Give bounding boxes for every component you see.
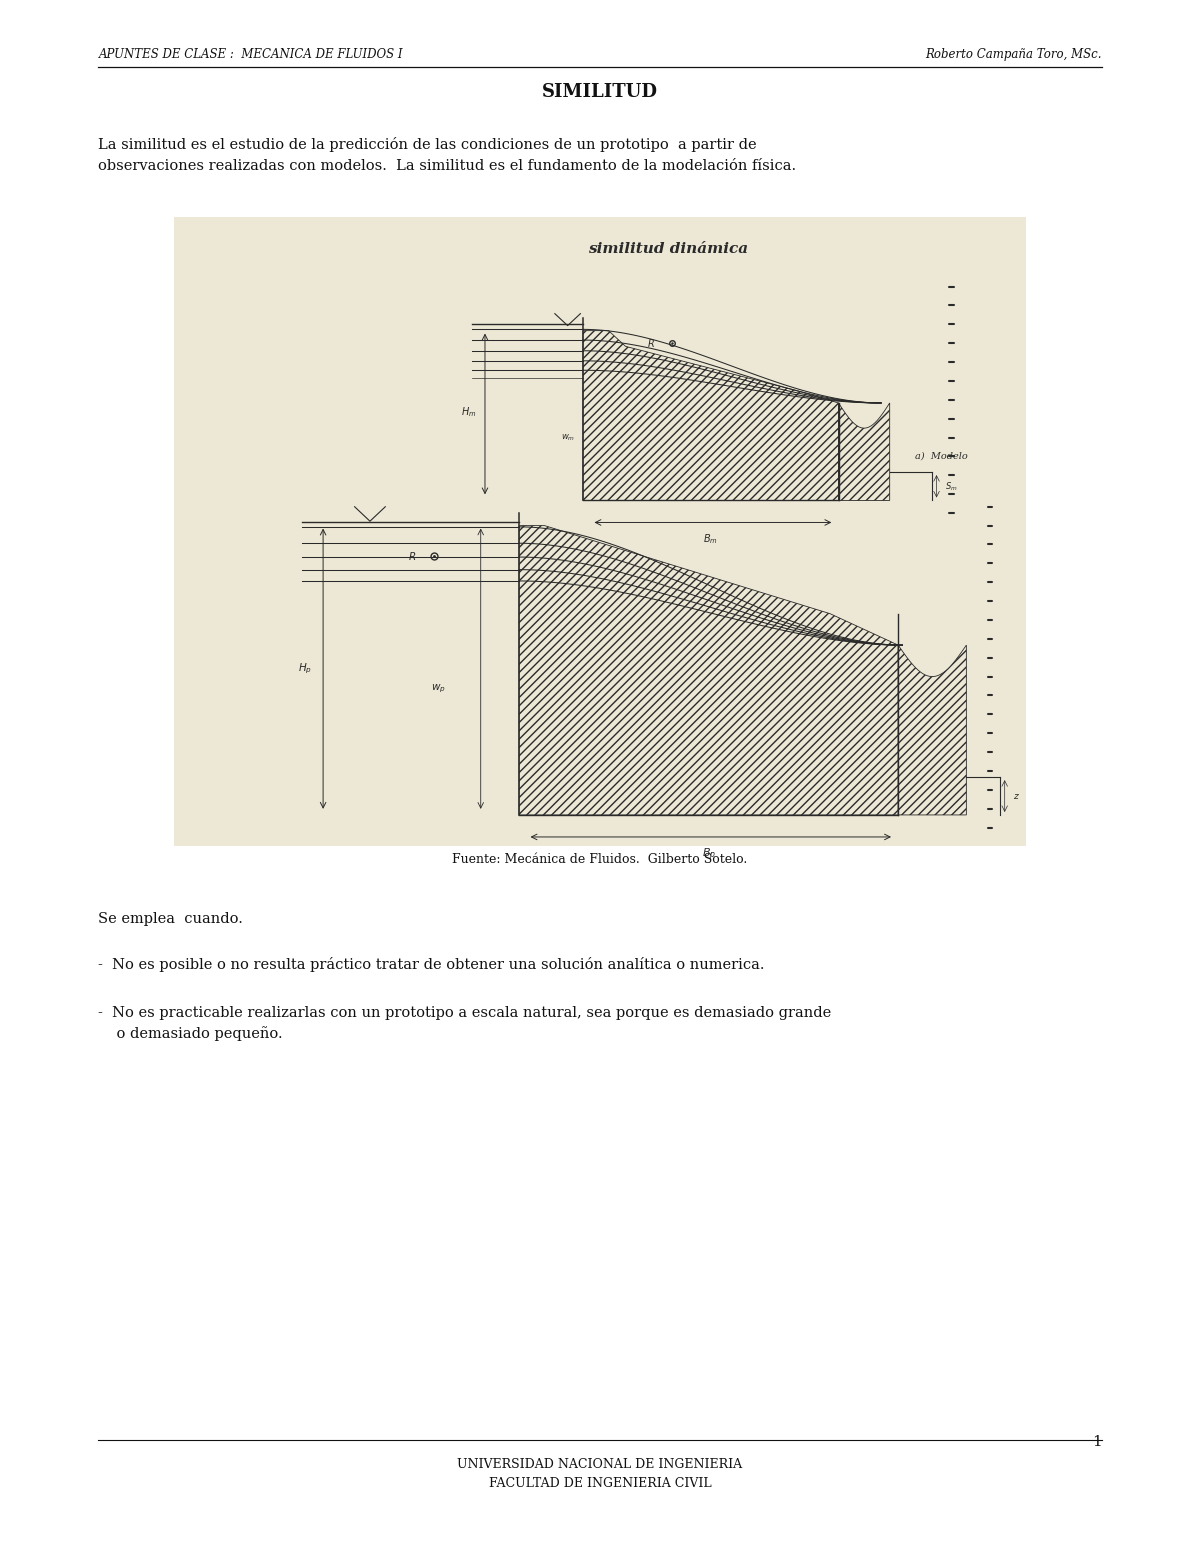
Text: Se emplea  cuando.: Se emplea cuando. xyxy=(98,912,244,926)
Bar xyxy=(174,217,1026,846)
Text: SIMILITUD: SIMILITUD xyxy=(542,82,658,101)
Text: $z$: $z$ xyxy=(1013,792,1020,800)
Text: APUNTES DE CLASE :  MECANICA DE FLUIDOS I: APUNTES DE CLASE : MECANICA DE FLUIDOS I xyxy=(98,48,403,61)
Text: Fuente: Mecánica de Fluidos.  Gilberto Sotelo.: Fuente: Mecánica de Fluidos. Gilberto So… xyxy=(452,853,748,865)
Text: UNIVERSIDAD NACIONAL DE INGENIERIA: UNIVERSIDAD NACIONAL DE INGENIERIA xyxy=(457,1458,743,1471)
Text: $w_p$: $w_p$ xyxy=(431,683,445,696)
Text: a)  Modelo: a) Modelo xyxy=(916,452,968,461)
Text: $H_p$: $H_p$ xyxy=(298,662,312,676)
Text: similitud dinámica: similitud dinámica xyxy=(588,242,749,256)
Text: $w_m$: $w_m$ xyxy=(560,432,575,443)
Text: La similitud es el estudio de la predicción de las condiciones de un prototipo  : La similitud es el estudio de la predicc… xyxy=(98,137,797,172)
Text: -  No es practicable realizarlas con un prototipo a escala natural, sea porque e: - No es practicable realizarlas con un p… xyxy=(98,1006,832,1041)
Text: 1: 1 xyxy=(1092,1435,1102,1449)
Text: Roberto Campaña Toro, MSc.: Roberto Campaña Toro, MSc. xyxy=(925,48,1102,61)
Text: -  No es posible o no resulta práctico tratar de obtener una solución analítica : - No es posible o no resulta práctico tr… xyxy=(98,957,764,972)
Text: $R$: $R$ xyxy=(408,550,416,562)
Text: $S_m$: $S_m$ xyxy=(946,480,958,492)
Text: $H_m$: $H_m$ xyxy=(461,405,476,419)
Text: $B_p$: $B_p$ xyxy=(702,846,715,863)
Text: FACULTAD DE INGENIERIA CIVIL: FACULTAD DE INGENIERIA CIVIL xyxy=(488,1477,712,1489)
Text: $R$: $R$ xyxy=(647,337,655,349)
Text: $B_m$: $B_m$ xyxy=(703,531,718,545)
